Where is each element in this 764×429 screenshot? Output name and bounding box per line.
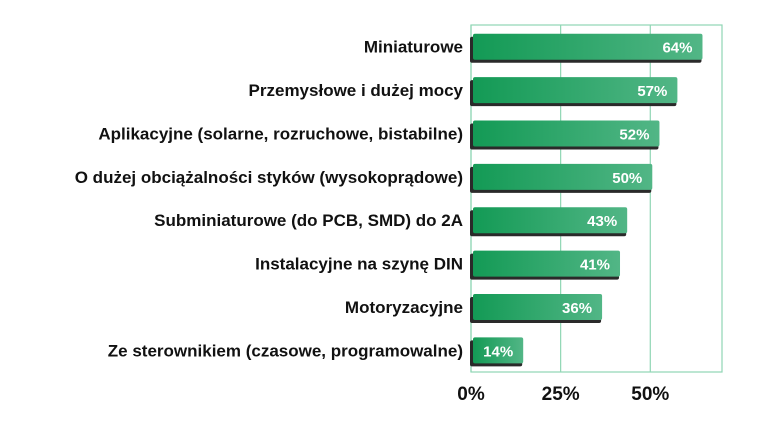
- data-label: 57%: [637, 83, 667, 100]
- category-label: Przemysłowe i dużej mocy: [249, 81, 464, 100]
- data-label: 41%: [580, 257, 610, 274]
- category-label: Aplikacyjne (solarne, rozruchowe, bistab…: [98, 124, 463, 143]
- category-label: Motoryzacyjne: [345, 298, 463, 317]
- bar: [473, 207, 628, 234]
- data-label: 52%: [619, 126, 649, 143]
- data-label: 43%: [587, 213, 617, 230]
- bar: [473, 77, 678, 104]
- data-label: 50%: [612, 170, 642, 187]
- category-label: Subminiaturowe (do PCB, SMD) do 2A: [154, 211, 463, 230]
- x-tick-label: 25%: [542, 384, 580, 405]
- data-label: 36%: [562, 300, 592, 317]
- bar: [473, 120, 660, 147]
- bar: [473, 33, 703, 60]
- bar: [473, 337, 524, 364]
- data-label: 14%: [483, 343, 513, 360]
- category-label: Instalacyjne na szynę DIN: [255, 255, 463, 274]
- x-tick-label: 0%: [457, 384, 485, 405]
- bar: [473, 293, 603, 320]
- category-label: O dużej obciążalności styków (wysokoprąd…: [75, 168, 463, 187]
- category-label: Ze sterownikiem (czasowe, programowalne): [108, 341, 463, 360]
- x-tick-label: 50%: [631, 384, 669, 405]
- bar: [473, 163, 653, 190]
- category-label: Miniaturowe: [364, 38, 463, 57]
- bar: [473, 250, 621, 277]
- data-label: 64%: [662, 40, 692, 57]
